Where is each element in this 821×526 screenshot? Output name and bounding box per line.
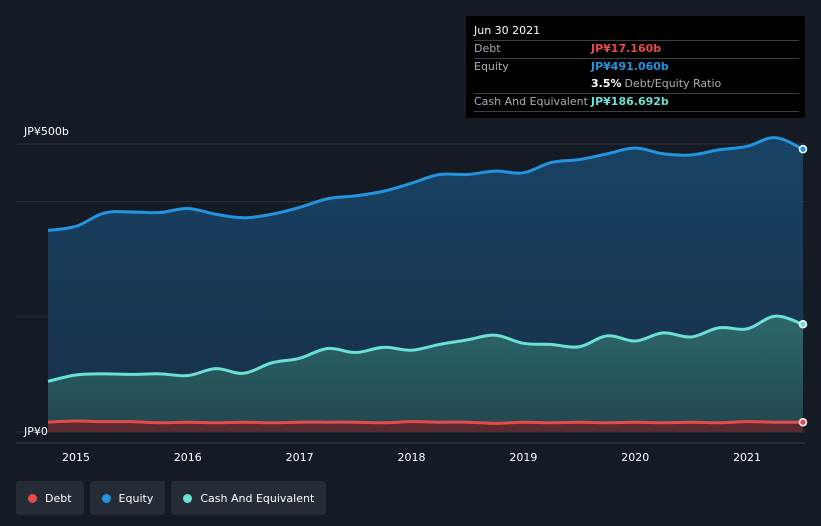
tooltip-ratio-value: 3.5% bbox=[591, 77, 622, 90]
legend-label-debt: Debt bbox=[45, 491, 72, 505]
legend: Debt Equity Cash And Equivalent bbox=[16, 481, 327, 515]
equity-dot-icon bbox=[101, 493, 111, 503]
equity-line bbox=[47, 136, 804, 232]
legend-label-cash: Cash And Equivalent bbox=[200, 491, 315, 505]
tooltip-cash-value: JP¥186.692b bbox=[591, 95, 669, 108]
tooltip-row-equity: Equity JP¥491.060b bbox=[474, 58, 799, 76]
debt-line bbox=[47, 419, 804, 425]
series-lines bbox=[47, 136, 804, 425]
series-areas bbox=[48, 137, 803, 432]
tooltip-date: Jun 30 2021 bbox=[474, 24, 541, 37]
legend-item-cash[interactable]: Cash And Equivalent bbox=[171, 481, 327, 515]
x-tick-label: 2021 bbox=[733, 451, 761, 464]
x-tick-label: 2020 bbox=[621, 451, 649, 464]
tooltip-equity-label: Equity bbox=[474, 60, 509, 73]
y-tick-label-bottom: JP¥0 bbox=[23, 425, 48, 438]
cash-and-equivalent-line bbox=[47, 314, 804, 383]
tooltip-debt-label: Debt bbox=[474, 42, 501, 55]
cash-and-equivalent-endpoint-marker bbox=[798, 320, 808, 329]
x-tick-label: 2017 bbox=[286, 451, 314, 464]
x-tick-label: 2015 bbox=[62, 451, 90, 464]
series-endpoints bbox=[798, 144, 808, 427]
x-tick-label: 2019 bbox=[509, 451, 537, 464]
legend-item-debt[interactable]: Debt bbox=[16, 481, 84, 515]
tooltip-debt-value: JP¥17.160b bbox=[591, 42, 662, 55]
cash-and-equivalent-area bbox=[48, 316, 803, 432]
legend-item-equity[interactable]: Equity bbox=[89, 481, 166, 515]
tooltip-panel: Jun 30 2021 Debt JP¥17.160b Equity JP¥49… bbox=[466, 16, 805, 118]
debt-endpoint-marker bbox=[798, 417, 808, 427]
tooltip-cash-label: Cash And Equivalent bbox=[474, 95, 588, 108]
y-tick-label-top: JP¥500b bbox=[23, 125, 69, 138]
debt-dot-icon bbox=[28, 493, 37, 503]
x-axis-ticks: 2015 2016 2017 2018 2019 2020 2021 bbox=[62, 451, 761, 464]
legend-label-equity: Equity bbox=[118, 491, 154, 505]
tooltip-ratio-label: Debt/Equity Ratio bbox=[624, 77, 722, 90]
x-tick-label: 2018 bbox=[398, 451, 426, 464]
x-tick-label: 2016 bbox=[174, 451, 202, 464]
equity-endpoint-marker bbox=[798, 144, 808, 154]
cash-dot-icon bbox=[183, 493, 193, 503]
tooltip-row-ratio: 3.5% Debt/Equity Ratio bbox=[474, 76, 799, 93]
tooltip-equity-value: JP¥491.060b bbox=[591, 60, 669, 73]
tooltip-row-cash: Cash And Equivalent JP¥186.692b bbox=[474, 93, 799, 112]
tooltip-row-debt: Debt JP¥17.160b bbox=[474, 40, 799, 58]
